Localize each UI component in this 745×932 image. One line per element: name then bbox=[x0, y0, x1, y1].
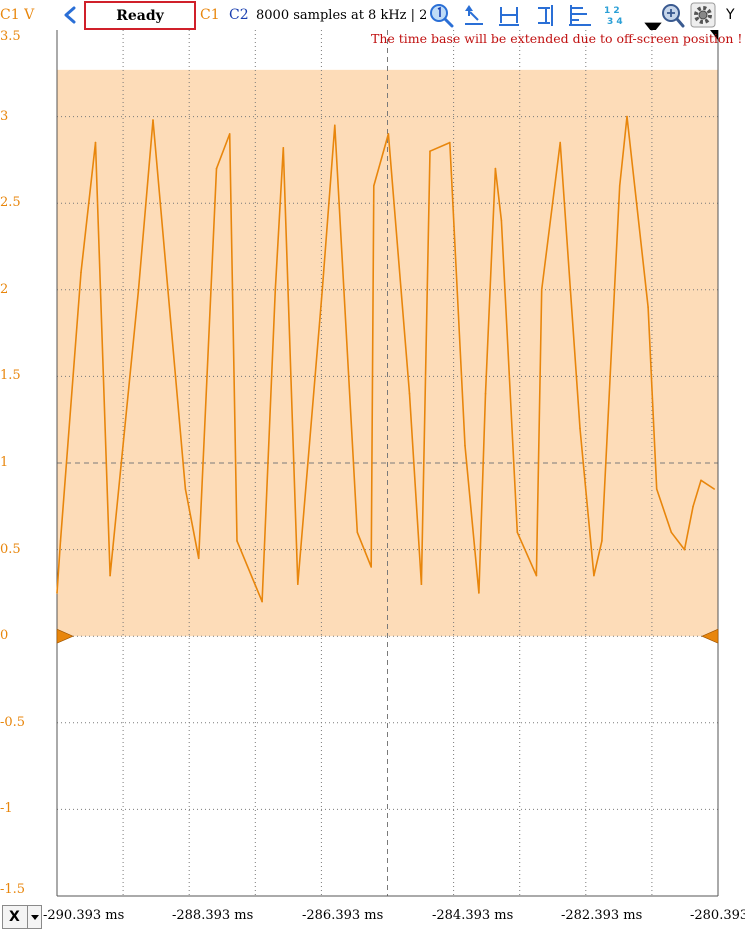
signal-range-fill bbox=[57, 69, 718, 637]
data-point bbox=[274, 289, 277, 291]
data-point bbox=[137, 289, 140, 291]
y-tick-label: 1 bbox=[0, 455, 9, 470]
chevron-down-icon[interactable] bbox=[27, 906, 42, 928]
vertical-cursor-icon[interactable] bbox=[532, 2, 558, 28]
data-point bbox=[500, 219, 503, 222]
data-point bbox=[601, 540, 603, 542]
y-tick-label: 1.5 bbox=[0, 368, 21, 384]
data-point bbox=[215, 167, 218, 170]
data-point bbox=[429, 150, 431, 152]
horizontal-cursor-icon[interactable] bbox=[497, 2, 523, 28]
data-point bbox=[484, 392, 487, 395]
y-axis-title: C1 V bbox=[0, 7, 35, 23]
data-point bbox=[464, 444, 466, 447]
zoom-one-icon[interactable] bbox=[428, 2, 454, 28]
data-point bbox=[420, 583, 423, 585]
back-arrow-icon[interactable] bbox=[62, 6, 78, 24]
y-tick-label: 0 bbox=[0, 628, 9, 644]
toolbar: C1 V Ready C1 C2 8000 samples at 8 kHz |… bbox=[0, 0, 745, 34]
data-point bbox=[626, 115, 628, 118]
status-indicator: Ready bbox=[84, 1, 196, 30]
data-point bbox=[408, 392, 411, 395]
data-point bbox=[370, 566, 373, 568]
data-point bbox=[197, 557, 200, 560]
svg-text:1 2: 1 2 bbox=[604, 6, 620, 16]
trigger-marker bbox=[710, 30, 718, 40]
y-axis-button[interactable]: Y bbox=[726, 7, 735, 23]
numbered-markers-icon[interactable]: 1 2 3 4 bbox=[600, 2, 626, 28]
data-point bbox=[109, 574, 111, 577]
data-point bbox=[80, 271, 82, 274]
data-point bbox=[56, 592, 58, 594]
data-point bbox=[655, 488, 658, 490]
x-tick-label: -288.393 ms bbox=[172, 908, 254, 923]
data-point bbox=[387, 133, 390, 135]
data-point bbox=[540, 289, 543, 291]
dropdown-arrow-icon[interactable] bbox=[640, 14, 666, 40]
x-axis-selector[interactable]: X bbox=[2, 905, 42, 929]
data-point bbox=[683, 548, 686, 551]
y-tick-label: 2 bbox=[0, 281, 9, 297]
channel2-button[interactable]: C2 bbox=[229, 7, 249, 23]
data-point bbox=[692, 505, 694, 508]
x-tick-label: -284.393 ms bbox=[432, 908, 514, 923]
data-point bbox=[579, 427, 581, 430]
data-point bbox=[647, 306, 649, 308]
data-point bbox=[449, 141, 451, 144]
data-point bbox=[373, 185, 375, 187]
data-point bbox=[228, 133, 231, 135]
data-point bbox=[321, 289, 324, 291]
data-point bbox=[356, 531, 359, 534]
x-tick-label: -282.393 ms bbox=[561, 908, 643, 923]
data-point bbox=[700, 479, 702, 482]
data-point bbox=[535, 574, 538, 577]
y-tick-label: 0.5 bbox=[0, 541, 21, 557]
svg-text:3 4: 3 4 bbox=[607, 17, 623, 27]
zero-marker-right bbox=[701, 628, 719, 644]
y-tick-label: -0.5 bbox=[0, 714, 26, 730]
y-tick-label: -1 bbox=[0, 801, 13, 817]
channel1-button[interactable]: C1 bbox=[200, 7, 220, 23]
data-point bbox=[516, 531, 519, 534]
data-point bbox=[236, 540, 238, 542]
y-tick-label: 3 bbox=[0, 108, 9, 124]
data-point bbox=[261, 600, 263, 603]
y-tick-label: 3.5 bbox=[0, 29, 21, 44]
data-point bbox=[282, 147, 285, 149]
x-tick-label: -290.393 ms bbox=[43, 908, 125, 923]
data-point bbox=[184, 488, 187, 490]
settings-gear-icon[interactable] bbox=[690, 2, 716, 28]
data-point bbox=[334, 124, 336, 127]
warning-message: The time base will be extended due to of… bbox=[371, 31, 743, 46]
data-point bbox=[94, 141, 97, 144]
cursor-arrow-icon[interactable] bbox=[461, 2, 487, 28]
data-point bbox=[593, 574, 595, 577]
data-point bbox=[297, 583, 299, 585]
data-point bbox=[618, 185, 621, 187]
y-tick-label: -1.5 bbox=[0, 882, 26, 897]
acquisition-info: 8000 samples at 8 kHz | 2024 bbox=[256, 8, 426, 23]
data-point bbox=[59, 540, 62, 542]
data-point bbox=[478, 592, 480, 594]
x-tick-label: -280.393 bbox=[690, 908, 745, 923]
x-axis-selector-label: X bbox=[9, 909, 20, 925]
data-point bbox=[152, 119, 154, 121]
y-tick-label: 2.5 bbox=[0, 195, 21, 211]
data-point bbox=[494, 167, 497, 170]
x-tick-label: -286.393 ms bbox=[302, 908, 384, 923]
zoom-icon[interactable] bbox=[659, 2, 685, 28]
data-point bbox=[559, 141, 561, 144]
zero-marker-left bbox=[56, 628, 74, 644]
data-point bbox=[670, 531, 673, 534]
levels-icon[interactable] bbox=[567, 2, 593, 28]
data-point bbox=[713, 488, 715, 490]
